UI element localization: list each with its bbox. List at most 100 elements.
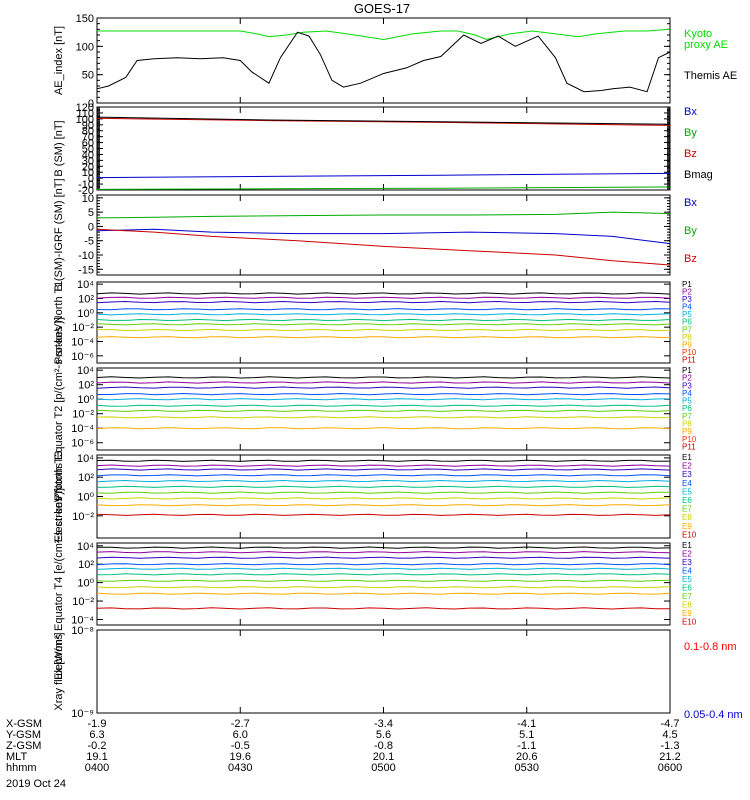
series-line-e5 bbox=[96, 567, 671, 570]
y-tick-label: 5 bbox=[88, 207, 94, 219]
panel-legend-label: Bmag bbox=[684, 169, 713, 181]
channel-label: P3 bbox=[682, 381, 692, 390]
x-row-label: MLT bbox=[6, 751, 27, 763]
series-line-e9 bbox=[96, 504, 671, 507]
channel-label: P6 bbox=[682, 318, 692, 327]
y-tick-label: 30 bbox=[82, 155, 94, 167]
series-line-p1 bbox=[96, 376, 671, 379]
y-tick-label: 110 bbox=[76, 108, 94, 120]
y-tick-label: 10⁻⁴ bbox=[71, 336, 94, 348]
y-axis-label: Protons Equator T2 [p/(cm²-s-sr-keV)] bbox=[53, 317, 65, 501]
y-axis-label: AE_index [nT] bbox=[53, 26, 65, 95]
channel-label: E4 bbox=[682, 566, 692, 575]
channel-label: E5 bbox=[682, 487, 692, 496]
series-line-p3 bbox=[96, 386, 671, 389]
series-line-by bbox=[96, 186, 671, 190]
series-line-e1 bbox=[96, 459, 671, 462]
y-tick-label: 10⁻⁶ bbox=[71, 438, 94, 450]
channel-label: P9 bbox=[682, 427, 692, 436]
chart-title: GOES-17 bbox=[354, 1, 410, 16]
panel-bdiff: -15 -10 -5 0 5 10 B (SM)-IGRF (SM) [nT] Bx By Bz bbox=[53, 178, 697, 291]
series-line-p1 bbox=[96, 292, 671, 295]
x-row-value: -2.7 bbox=[231, 718, 250, 730]
series-line-e4 bbox=[96, 474, 671, 477]
series-line-p7 bbox=[96, 409, 671, 412]
channel-label: E5 bbox=[682, 575, 692, 584]
series-line-e6 bbox=[96, 485, 671, 488]
x-row-value: 6.0 bbox=[233, 729, 248, 741]
y-tick-label: 10² bbox=[78, 559, 94, 571]
y-tick-label: 100 bbox=[76, 41, 94, 53]
series-line-p5 bbox=[96, 398, 671, 401]
channel-label: E6 bbox=[682, 496, 692, 505]
channel-label: P1 bbox=[682, 280, 692, 289]
channel-label: E6 bbox=[682, 583, 692, 592]
series-line-e7 bbox=[96, 579, 671, 582]
series-line-bz bbox=[96, 117, 671, 126]
panel-legend-label: By bbox=[684, 127, 697, 139]
y-tick-label: -20 bbox=[78, 185, 94, 197]
series-line-p2 bbox=[96, 296, 671, 299]
panel-legend-label: 0.05-0.4 nm bbox=[684, 709, 743, 721]
x-row-value: -0.8 bbox=[374, 740, 393, 752]
channel-label: P7 bbox=[682, 325, 692, 334]
series-line-p5 bbox=[96, 313, 671, 316]
y-tick-label: 100 bbox=[76, 114, 94, 126]
x-row-value: 19.6 bbox=[230, 751, 251, 763]
x-row-value: -4.7 bbox=[661, 718, 680, 730]
channel-label: E8 bbox=[682, 513, 692, 522]
channel-label: E8 bbox=[682, 600, 692, 609]
series-line-e2 bbox=[96, 464, 671, 467]
x-row-label: Y-GSM bbox=[6, 729, 41, 741]
y-tick-label: 10² bbox=[78, 293, 94, 305]
y-tick-label: 20 bbox=[82, 161, 94, 173]
series-line-e6 bbox=[96, 573, 671, 576]
x-row-value: -1.9 bbox=[88, 718, 107, 730]
channel-label: E3 bbox=[682, 558, 692, 567]
x-row-value: -1.1 bbox=[517, 740, 536, 752]
series-line-bx bbox=[96, 172, 671, 179]
panel-legend-label: Themis AE bbox=[684, 70, 737, 82]
x-row-value: -1.3 bbox=[661, 740, 680, 752]
series-line-p8 bbox=[97, 328, 671, 332]
series-line-e5 bbox=[96, 479, 671, 483]
series-line-e8 bbox=[96, 497, 671, 500]
panel-legend-label: Bx bbox=[684, 106, 697, 118]
y-axis-label: Protons North T1 bbox=[53, 281, 65, 365]
x-row-value: -3.4 bbox=[374, 718, 393, 730]
y-tick-label: -15 bbox=[78, 264, 94, 276]
panel-legend-label: 0.1-0.8 nm bbox=[684, 641, 737, 653]
y-tick-label: 60 bbox=[82, 138, 94, 150]
channel-label: P9 bbox=[682, 340, 692, 349]
channel-label: P2 bbox=[682, 374, 692, 383]
x-row-value: 20.6 bbox=[516, 751, 537, 763]
y-axis-label: Electrons Equator T4 [e/(cm²-s-sr-keV)] bbox=[53, 488, 65, 680]
series-line-p9 bbox=[96, 427, 671, 430]
y-tick-label: 150 bbox=[76, 13, 94, 25]
x-row-value: 4.5 bbox=[662, 729, 677, 741]
y-tick-label: -5 bbox=[84, 236, 94, 248]
x-row-value: 0530 bbox=[515, 762, 539, 774]
channel-label: P7 bbox=[682, 412, 692, 421]
y-tick-label: 10⁻² bbox=[72, 596, 94, 608]
series-line-by bbox=[96, 211, 671, 219]
channel-label: P10 bbox=[682, 348, 697, 357]
y-tick-label: 10⁴ bbox=[77, 279, 94, 291]
y-tick-label: 10² bbox=[78, 472, 94, 484]
x-row-value: 6.3 bbox=[89, 729, 104, 741]
channel-label: P8 bbox=[682, 420, 692, 429]
x-row-value: 20.1 bbox=[373, 751, 394, 763]
x-row-value: 0600 bbox=[658, 762, 682, 774]
x-row-value: 0500 bbox=[371, 762, 395, 774]
x-axis-table: 2019 Oct 24 X-GSM -1.9 -2.7 -3.4 -4.1 -4.7 Y-G… bbox=[6, 718, 682, 790]
channel-label: E1 bbox=[682, 541, 692, 550]
panel-legend-label: Bz bbox=[684, 148, 697, 160]
panel-frame bbox=[96, 629, 671, 714]
series-line-e1 bbox=[97, 546, 671, 549]
x-row-label: Z-GSM bbox=[6, 740, 41, 752]
channel-label: E4 bbox=[682, 479, 692, 488]
channel-label: E7 bbox=[682, 592, 692, 601]
y-tick-label: 10² bbox=[78, 380, 94, 392]
channel-label: P4 bbox=[682, 389, 692, 398]
